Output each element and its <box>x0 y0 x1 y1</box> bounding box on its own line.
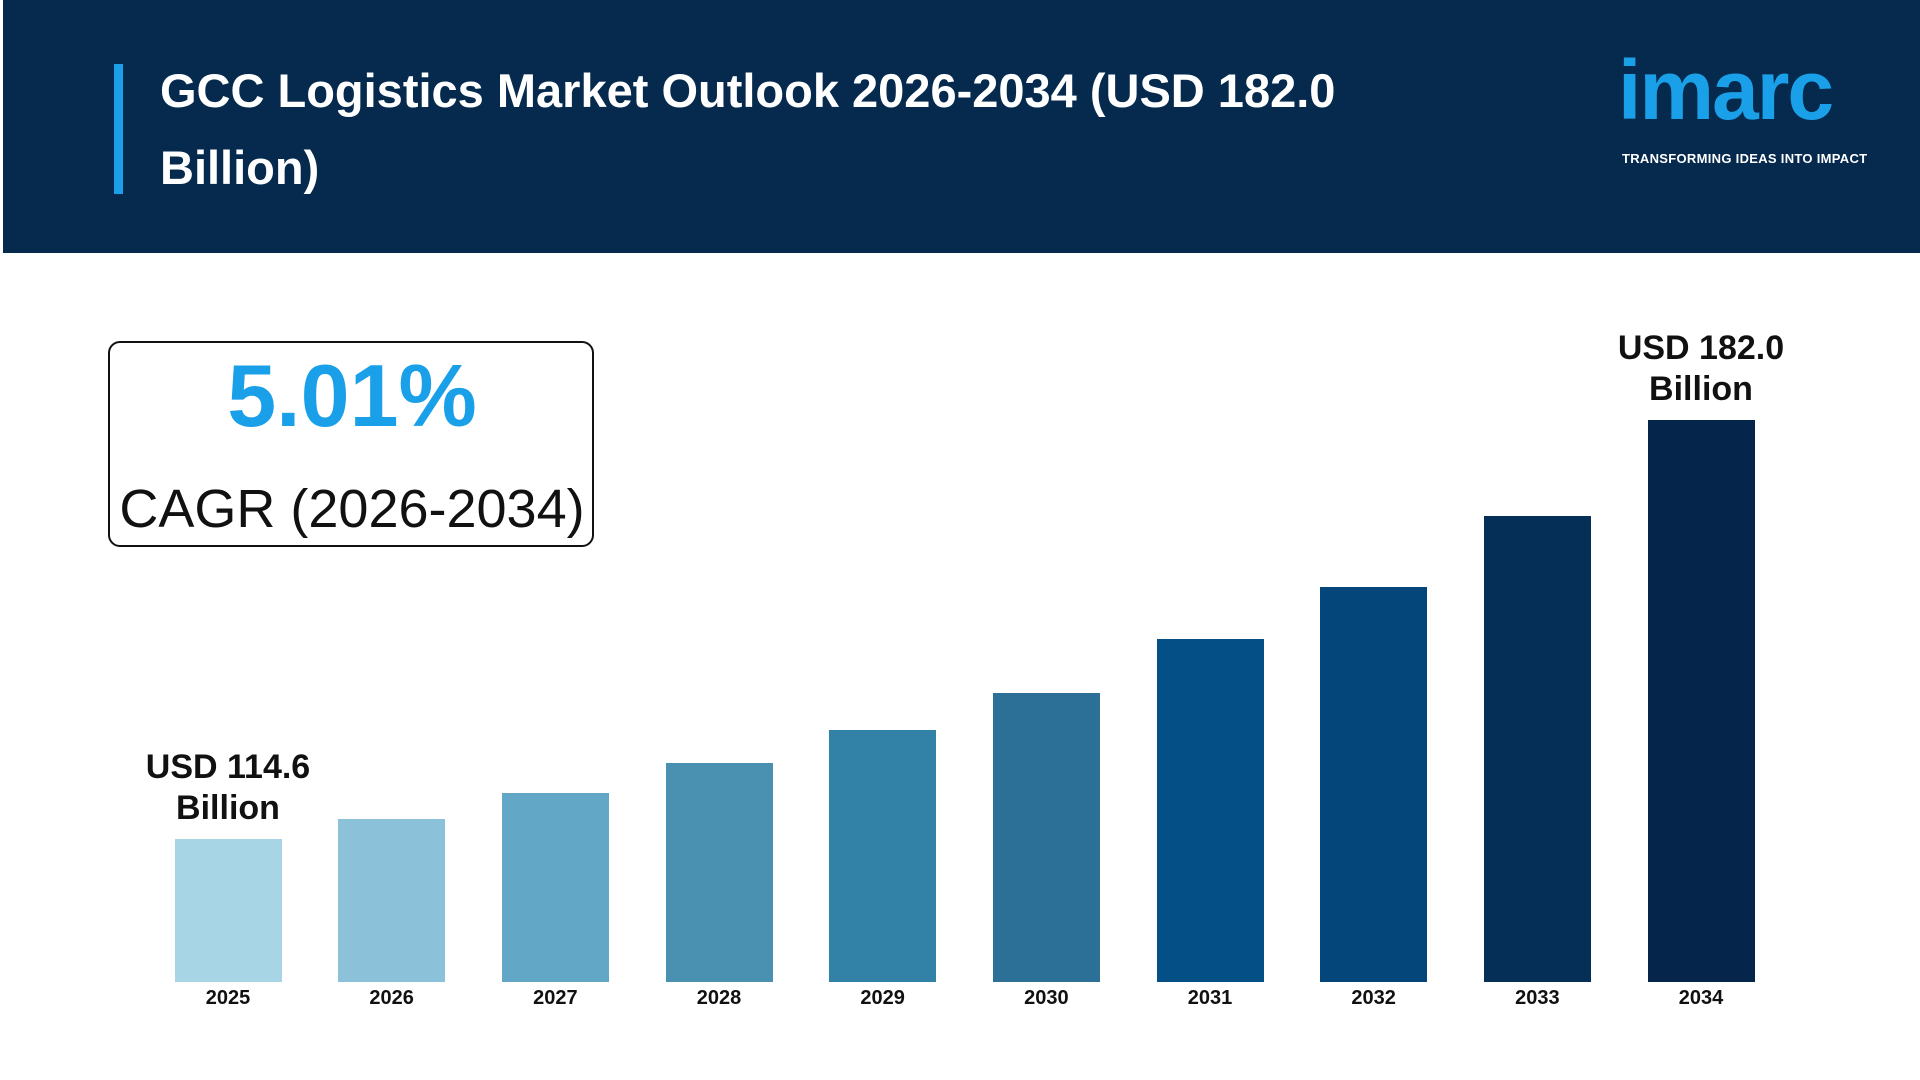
bar <box>338 819 446 982</box>
cagr-label: CAGR (2026-2034) <box>119 479 585 539</box>
bar <box>174 838 282 982</box>
bar <box>1156 639 1264 982</box>
x-tick-label: 2030 <box>1024 987 1069 1009</box>
x-tick-label: 2028 <box>696 987 742 1009</box>
bar <box>501 792 609 982</box>
chart-title: GCC Logistics Market Outlook 2026-2034 (… <box>160 64 1336 194</box>
cagr-box <box>108 341 594 547</box>
x-tick-label: 2034 <box>1678 987 1724 1009</box>
logo-tagline: TRANSFORMING IDEAS INTO IMPACT <box>1622 151 1868 166</box>
bar <box>1483 515 1591 982</box>
x-tick-label: 2029 <box>860 987 905 1009</box>
x-tick-label: 2025 <box>205 987 251 1009</box>
accent-bar <box>114 64 123 194</box>
x-tick-label: 2026 <box>369 987 414 1009</box>
bar <box>829 729 937 982</box>
x-tick-label: 2031 <box>1187 987 1233 1009</box>
cagr-value: 5.01% <box>227 346 477 445</box>
bar <box>1647 420 1755 982</box>
header <box>3 0 1920 253</box>
bar <box>1320 587 1428 982</box>
logo: imarc <box>1618 43 1834 137</box>
bar <box>992 693 1100 982</box>
x-tick-label: 2032 <box>1351 987 1396 1009</box>
x-tick-label: 2027 <box>533 987 578 1009</box>
value-label: USD 182.0 Billion <box>1617 329 1785 408</box>
bar <box>665 762 773 982</box>
value-label: USD 114.6 Billion <box>145 747 311 827</box>
x-tick-label: 2033 <box>1515 987 1560 1009</box>
